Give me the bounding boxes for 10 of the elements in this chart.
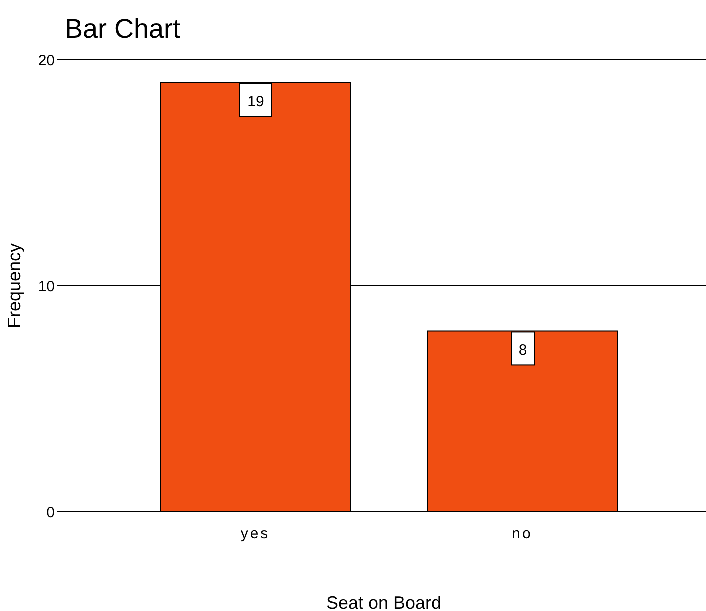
x-tick-label: no [512,526,533,543]
chart-title: Bar Chart [65,14,181,45]
y-tick-label: 0 [46,504,55,522]
y-axis-title: Frequency [4,243,24,329]
y-tick-label: 10 [38,278,55,296]
x-tick-label: yes [240,526,270,543]
data-label: 19 [248,94,264,111]
data-label: 8 [518,342,528,360]
x-axis-title: Seat on Board [326,593,442,611]
y-tick-label: 20 [38,52,55,70]
